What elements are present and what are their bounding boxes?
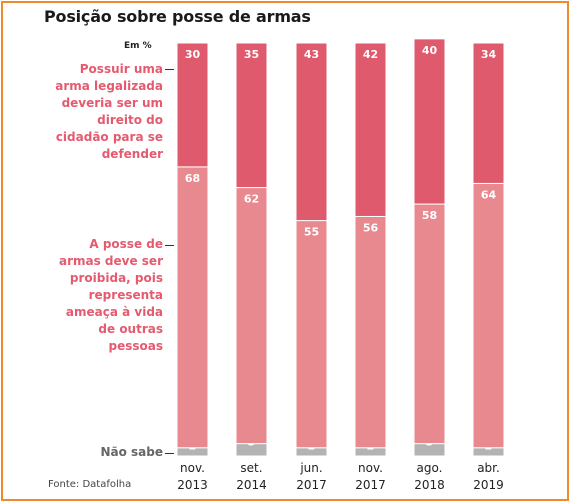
category-tick-label: 2013: [177, 478, 208, 492]
legend-line-2: deveria ser um: [61, 96, 163, 110]
bar-segment: [354, 42, 387, 217]
bar-segment: [295, 220, 328, 449]
bar-segment: [472, 182, 505, 449]
bar-segment: [472, 42, 505, 184]
data-label: 34: [481, 48, 497, 61]
bar-segment: [413, 203, 446, 445]
legend-label-proibida: A posse de armas deve ser proibida, pois…: [59, 236, 163, 355]
legend-line-0: Possuir uma: [79, 62, 163, 76]
category-tick-label: ago.: [417, 461, 443, 475]
source-note: Fonte: Datafolha: [48, 479, 132, 490]
category-tick-label: set.: [240, 461, 262, 475]
data-label: 35: [244, 48, 259, 61]
unit-label: Em %: [124, 41, 152, 51]
bar-segment: [176, 42, 209, 168]
category-tick-label: 2019: [473, 478, 504, 492]
legend-line-4: ameaça à vida: [65, 305, 163, 319]
data-label: 56: [363, 221, 379, 234]
legend-line-2: proibida, pois: [69, 271, 163, 285]
bar-segment: [235, 42, 268, 189]
legend-line-1: arma legalizada: [55, 79, 163, 93]
data-label: 40: [422, 44, 438, 57]
category-tick-label: abr.: [477, 461, 500, 475]
legend-pointer-proibida: [165, 245, 174, 246]
category-tick-label: nov.: [180, 461, 205, 475]
category-tick-label: jun.: [299, 461, 322, 475]
category-tick-label: 2017: [355, 478, 386, 492]
data-label: 30: [185, 48, 201, 61]
category-tick-label: 2018: [414, 478, 445, 492]
legend-line-3: direito do: [97, 113, 163, 127]
data-label: 62: [244, 193, 259, 206]
chart-title: Posição sobre posse de armas: [44, 7, 311, 26]
data-label: 42: [363, 48, 378, 61]
bar-segment: [354, 215, 387, 449]
legend-line-0: A posse de: [89, 237, 163, 251]
legend-line-1: armas deve ser: [58, 254, 163, 268]
legend-label-direito: Possuir uma arma legalizada deveria ser …: [55, 61, 163, 163]
legend-pointer-direito: [165, 69, 174, 70]
category-tick-label: nov.: [358, 461, 383, 475]
category-tick-label: 2014: [236, 478, 267, 492]
category-tick-label: 2017: [296, 478, 327, 492]
data-label: 64: [481, 188, 497, 201]
legend-line-6: pessoas: [108, 339, 164, 353]
legend-label-nao-sabe: Não sabe: [100, 444, 163, 461]
legend-pointer-nao-sabe: [165, 453, 174, 454]
bar-segment: [295, 42, 328, 222]
data-label: 68: [185, 172, 200, 185]
bar-segment: [235, 187, 268, 445]
data-label: 43: [304, 48, 319, 61]
legend-line-4: cidadão para se: [55, 130, 163, 144]
bar-segment: [413, 38, 446, 205]
legend-line-0: Não sabe: [100, 445, 163, 459]
bar-segment: [176, 166, 209, 449]
data-label: 58: [422, 209, 437, 222]
legend-line-3: representa: [88, 288, 163, 302]
data-label: 55: [304, 226, 319, 239]
legend-line-5: de outras: [98, 322, 163, 336]
legend-line-5: defender: [101, 147, 163, 161]
